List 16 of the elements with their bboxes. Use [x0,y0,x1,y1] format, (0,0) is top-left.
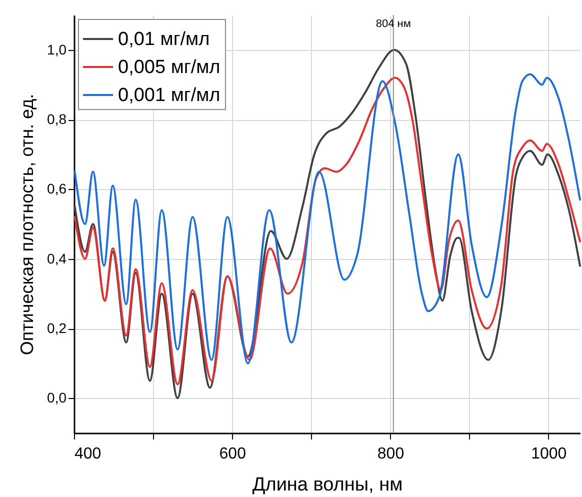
ref-line-label: 804 нм [376,18,411,30]
y-tick-label: 0,4 [47,250,67,266]
y-axis-title: Оптическая плотность, отн. ед. [17,94,38,356]
x-tick-label: 800 [377,446,404,462]
x-tick-label: 1000 [531,446,567,462]
y-tick-label: 1,0 [47,41,67,58]
y-tick-label: 0,6 [47,180,67,197]
y-tick-label: 0,0 [47,390,67,406]
x-tick-label: 600 [219,446,246,462]
y-tick-label: 0,8 [47,111,67,127]
legend-label: 0,001 мг/мл [118,85,220,106]
legend-label: 0,01 мг/мл [118,29,210,50]
legend-label: 0,005 мг/мл [118,57,220,78]
x-tick-label: 400 [74,446,102,462]
x-axis-title: Длина волны, нм [252,474,403,496]
y-tick-label: 0,2 [47,320,67,336]
